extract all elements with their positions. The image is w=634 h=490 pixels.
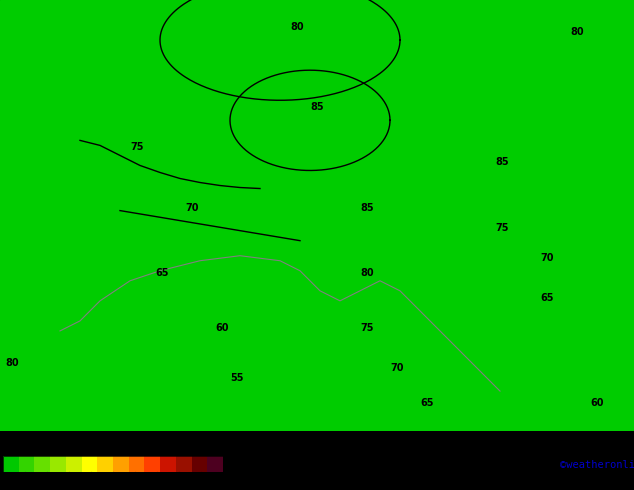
FancyBboxPatch shape [82, 456, 97, 472]
Text: 18: 18 [195, 476, 207, 486]
Text: 85: 85 [310, 102, 323, 112]
Text: 70: 70 [540, 253, 553, 263]
Text: 80: 80 [570, 27, 584, 37]
Text: 70: 70 [390, 363, 403, 373]
FancyBboxPatch shape [176, 456, 191, 472]
Text: 14: 14 [151, 476, 163, 486]
Text: 80: 80 [360, 268, 373, 278]
FancyBboxPatch shape [113, 456, 129, 472]
FancyBboxPatch shape [19, 456, 34, 472]
FancyBboxPatch shape [207, 456, 223, 472]
Text: 55: 55 [230, 373, 243, 383]
FancyBboxPatch shape [129, 456, 145, 472]
Polygon shape [0, 0, 634, 431]
Text: 80: 80 [5, 358, 18, 368]
Text: 2: 2 [22, 476, 28, 486]
FancyBboxPatch shape [3, 456, 19, 472]
Text: 75: 75 [495, 222, 508, 233]
FancyBboxPatch shape [34, 456, 50, 472]
Text: Height/Temp. 925 hPa mean+σ [gpdm] ECMWF: Height/Temp. 925 hPa mean+σ [gpdm] ECMWF [3, 438, 253, 448]
Text: 8: 8 [88, 476, 94, 486]
Text: 65: 65 [540, 293, 553, 303]
Text: 16: 16 [173, 476, 185, 486]
Text: 12: 12 [129, 476, 141, 486]
Text: 20: 20 [217, 476, 229, 486]
FancyBboxPatch shape [66, 456, 82, 472]
Text: ©weatheronline.co.uk: ©weatheronline.co.uk [560, 460, 634, 470]
Text: 60: 60 [215, 323, 228, 333]
Text: 85: 85 [495, 157, 508, 168]
Text: 0: 0 [0, 476, 6, 486]
Text: 10: 10 [107, 476, 119, 486]
Text: 80: 80 [290, 22, 304, 32]
Text: 65: 65 [155, 268, 169, 278]
FancyBboxPatch shape [50, 456, 66, 472]
Text: 4: 4 [44, 476, 50, 486]
Text: 6: 6 [66, 476, 72, 486]
FancyBboxPatch shape [97, 456, 113, 472]
Text: 75: 75 [360, 323, 373, 333]
Text: 85: 85 [360, 202, 373, 213]
Text: 65: 65 [420, 398, 434, 408]
Text: 70: 70 [185, 202, 198, 213]
Text: Tu 28-05-2024 12:00 UTC (06+06): Tu 28-05-2024 12:00 UTC (06+06) [395, 438, 589, 448]
FancyBboxPatch shape [191, 456, 207, 472]
FancyBboxPatch shape [160, 456, 176, 472]
Text: 75: 75 [130, 143, 143, 152]
FancyBboxPatch shape [145, 456, 160, 472]
Text: 60: 60 [590, 398, 604, 408]
